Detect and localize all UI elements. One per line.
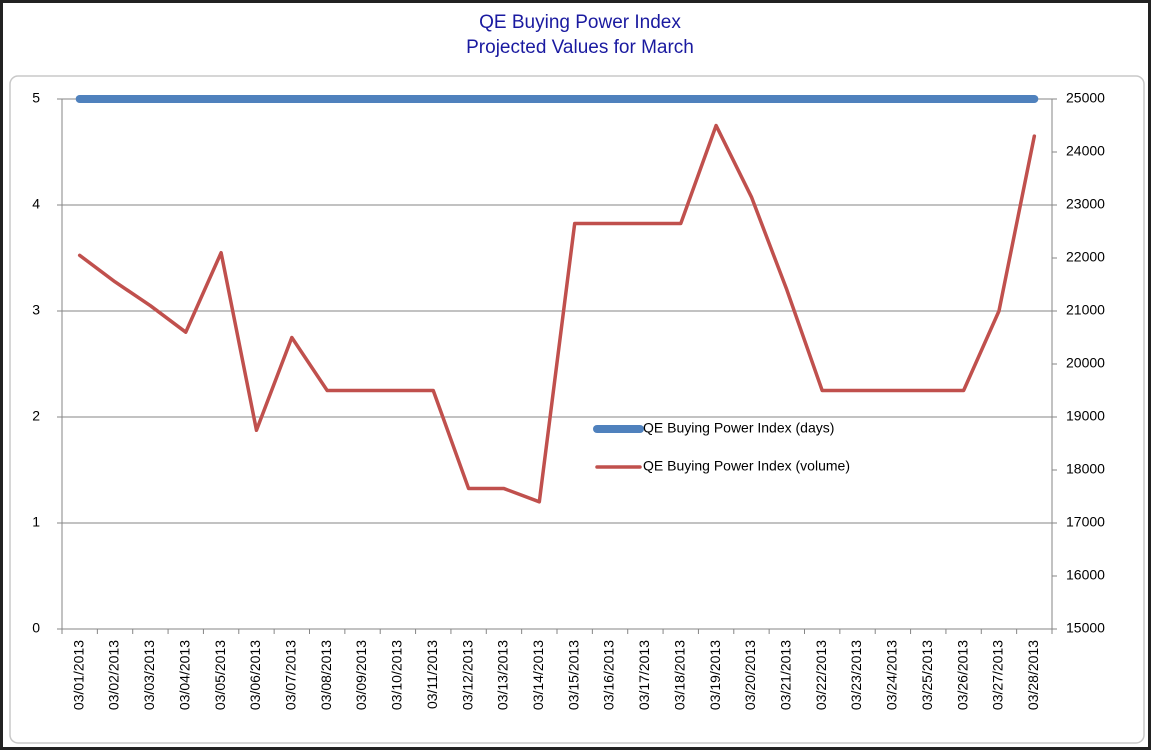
x-tick-label: 03/07/2013 [283, 640, 299, 710]
y-tick-label: 5 [32, 90, 40, 106]
y2-tick-label: 18000 [1066, 461, 1105, 477]
legend-label: QE Buying Power Index (volume) [643, 458, 850, 474]
x-tick-label: 03/01/2013 [70, 640, 86, 710]
x-tick-label: 03/10/2013 [389, 640, 405, 710]
chart-frame [9, 75, 1145, 744]
y2-tick-label: 22000 [1066, 249, 1105, 265]
y-tick-label: 0 [32, 620, 40, 636]
x-tick-label: 03/22/2013 [813, 640, 829, 710]
y2-tick-label: 15000 [1066, 620, 1105, 636]
y2-tick-label: 19000 [1066, 408, 1105, 424]
x-tick-label: 03/12/2013 [459, 640, 475, 710]
y2-tick-label: 17000 [1066, 514, 1105, 530]
x-tick-label: 03/19/2013 [707, 640, 723, 710]
y-tick-label: 4 [32, 196, 40, 212]
x-tick-label: 03/24/2013 [884, 640, 900, 710]
x-tick-label: 03/26/2013 [954, 640, 970, 710]
x-tick-label: 03/25/2013 [919, 640, 935, 710]
series-line [77, 123, 1037, 504]
x-tick-label: 03/20/2013 [742, 640, 758, 710]
y2-tick-label: 21000 [1066, 302, 1105, 318]
x-tick-label: 03/04/2013 [176, 640, 192, 710]
x-tick-label: 03/17/2013 [636, 640, 652, 710]
y2-tick-label: 24000 [1066, 143, 1105, 159]
x-tick-label: 03/21/2013 [778, 640, 794, 710]
x-tick-label: 03/27/2013 [990, 640, 1006, 710]
x-tick-label: 03/11/2013 [424, 640, 440, 709]
x-tick-label: 03/05/2013 [212, 640, 228, 710]
x-tick-label: 03/16/2013 [601, 640, 617, 710]
chart-subtitle: Projected Values for March [466, 37, 694, 58]
y2-tick-label: 20000 [1066, 355, 1105, 371]
x-tick-label: 03/08/2013 [318, 640, 334, 710]
x-tick-label: 03/15/2013 [565, 640, 581, 710]
x-tick-label: 03/14/2013 [530, 640, 546, 710]
y-tick-label: 2 [32, 408, 40, 424]
x-tick-label: 03/09/2013 [353, 640, 369, 710]
x-tick-label: 03/06/2013 [247, 640, 263, 710]
x-tick-label: 03/18/2013 [671, 640, 687, 710]
x-tick-label: 03/03/2013 [141, 640, 157, 710]
y-tick-label: 3 [32, 302, 40, 318]
x-tick-label: 03/13/2013 [495, 640, 511, 710]
x-tick-label: 03/02/2013 [106, 640, 122, 710]
x-tick-label: 03/23/2013 [848, 640, 864, 710]
y-tick-label: 1 [32, 514, 40, 530]
chart-title: QE Buying Power Index [479, 12, 681, 33]
x-tick-label: 03/28/2013 [1025, 640, 1041, 710]
y2-tick-label: 23000 [1066, 196, 1105, 212]
y2-tick-label: 16000 [1066, 567, 1105, 583]
y2-tick-label: 25000 [1066, 90, 1105, 106]
legend-label: QE Buying Power Index (days) [643, 420, 834, 436]
